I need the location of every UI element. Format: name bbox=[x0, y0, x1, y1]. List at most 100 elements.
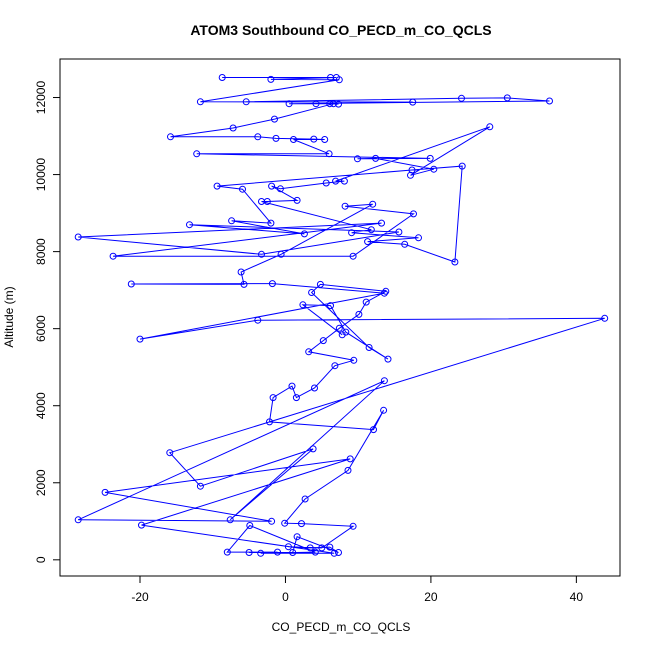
data-point bbox=[136, 335, 144, 343]
data-point bbox=[277, 250, 285, 258]
data-point bbox=[322, 179, 330, 187]
data-point bbox=[266, 418, 273, 426]
x-axis: -20 0 20 40 bbox=[131, 575, 584, 604]
data-point bbox=[186, 221, 193, 229]
data-point bbox=[245, 549, 253, 556]
y-tick-label: 2000 bbox=[34, 469, 48, 496]
data-point bbox=[127, 280, 135, 288]
data-point bbox=[267, 219, 275, 227]
data-point bbox=[268, 517, 276, 525]
data-point bbox=[290, 136, 297, 143]
data-point bbox=[365, 344, 373, 351]
data-point bbox=[350, 356, 358, 364]
data-point bbox=[218, 74, 226, 81]
data-point bbox=[269, 394, 277, 402]
data-point bbox=[458, 94, 465, 102]
data-point bbox=[284, 543, 292, 551]
data-point bbox=[348, 229, 356, 237]
data-point bbox=[349, 522, 357, 530]
y-tick-label: 0 bbox=[34, 556, 48, 563]
data-point bbox=[458, 162, 466, 170]
data-point bbox=[301, 495, 309, 503]
data-point bbox=[272, 134, 280, 142]
data-point bbox=[196, 482, 204, 490]
data-point bbox=[310, 135, 318, 143]
x-tick-label: 40 bbox=[570, 590, 584, 604]
data-point bbox=[166, 449, 174, 457]
data-point bbox=[74, 233, 82, 241]
data-point bbox=[257, 549, 265, 557]
data-point bbox=[138, 521, 145, 529]
data-point bbox=[300, 230, 308, 238]
data-point bbox=[226, 516, 234, 524]
data-point bbox=[213, 182, 221, 190]
data-point bbox=[451, 258, 459, 266]
x-tick-label: 0 bbox=[282, 590, 289, 604]
data-point bbox=[193, 150, 201, 158]
data-point bbox=[299, 301, 307, 309]
data-point bbox=[367, 226, 375, 234]
data-point bbox=[415, 234, 422, 242]
data-point bbox=[335, 76, 343, 84]
data-point bbox=[288, 382, 296, 390]
data-point bbox=[349, 252, 357, 260]
data-point bbox=[380, 377, 388, 385]
data-point bbox=[355, 310, 363, 318]
data-point bbox=[298, 520, 305, 528]
data-point bbox=[344, 466, 352, 474]
data-point bbox=[330, 549, 338, 557]
data-point bbox=[312, 100, 320, 108]
data-point bbox=[382, 287, 390, 295]
data-point bbox=[239, 185, 246, 193]
data-point bbox=[196, 98, 204, 106]
data-point bbox=[369, 200, 377, 208]
data-point bbox=[372, 154, 380, 162]
data-point bbox=[223, 548, 231, 556]
data-point bbox=[601, 314, 609, 322]
data-point bbox=[364, 238, 372, 246]
data-point bbox=[346, 455, 354, 463]
data-point bbox=[242, 98, 250, 106]
data-point bbox=[384, 355, 392, 363]
data-point bbox=[380, 406, 388, 414]
series-line bbox=[77, 77, 605, 554]
data-point bbox=[325, 150, 333, 158]
data-point bbox=[246, 522, 254, 529]
data-point bbox=[311, 384, 318, 392]
data-point bbox=[332, 177, 340, 185]
data-point bbox=[305, 348, 313, 356]
data-point bbox=[321, 136, 329, 143]
data-point bbox=[326, 100, 334, 108]
data-point bbox=[101, 488, 109, 496]
series-lines bbox=[77, 77, 605, 554]
data-point bbox=[340, 177, 348, 185]
data-point bbox=[237, 268, 245, 276]
data-point bbox=[228, 217, 236, 225]
data-point bbox=[309, 445, 317, 453]
data-point bbox=[268, 182, 276, 190]
data-point bbox=[258, 198, 265, 205]
y-tick-label: 4000 bbox=[34, 392, 48, 419]
data-point bbox=[254, 133, 262, 141]
data-point bbox=[319, 337, 327, 345]
data-point bbox=[74, 516, 82, 524]
data-point bbox=[306, 544, 314, 552]
series-points bbox=[74, 74, 609, 557]
data-point bbox=[330, 100, 337, 108]
data-point bbox=[167, 133, 174, 141]
data-point bbox=[258, 250, 265, 258]
data-point bbox=[430, 165, 438, 173]
data-point bbox=[316, 280, 324, 288]
data-point bbox=[276, 185, 284, 193]
x-axis-label: CO_PECD_m_CO_QCLS bbox=[272, 620, 411, 634]
data-point bbox=[410, 210, 417, 218]
data-point bbox=[335, 324, 343, 332]
data-point bbox=[335, 549, 342, 556]
data-point bbox=[338, 331, 346, 339]
chart-title: ATOM3 Southbound CO_PECD_m_CO_QCLS bbox=[190, 22, 491, 38]
data-point bbox=[380, 289, 388, 297]
data-point bbox=[546, 97, 553, 105]
data-point bbox=[289, 549, 297, 556]
